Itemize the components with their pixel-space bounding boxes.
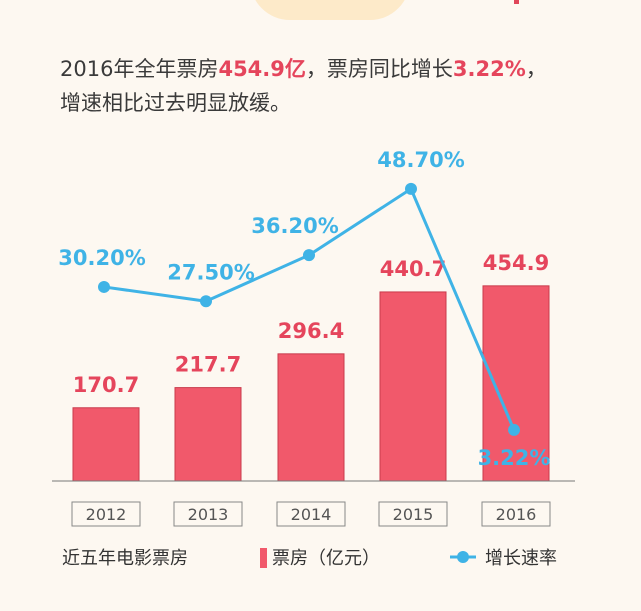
year-box-2015 bbox=[378, 501, 448, 527]
year-label-2012: 2012 bbox=[86, 505, 127, 524]
legend-bar-swatch bbox=[260, 548, 267, 568]
growth-rate-label-2015: 48.70% bbox=[377, 148, 464, 172]
headline-box-office-value: 454.9亿 bbox=[218, 57, 306, 81]
bar-value-label-2012: 170.7 bbox=[73, 373, 139, 397]
legend-bar-series: 票房（亿元） bbox=[272, 548, 380, 569]
headline: 2016年全年票房454.9亿，票房同比增长3.22%， 增速相比过去明显放缓。 bbox=[60, 52, 620, 120]
rate-labels-layer: 30.20% 27.50% 36.20% 48.70% 3.22% bbox=[58, 148, 550, 470]
headline-line-1: 2016年全年票房454.9亿，票房同比增长3.22%， bbox=[60, 52, 620, 86]
growth-rate-label-2016: 3.22% bbox=[478, 446, 551, 470]
year-labels-layer: 2012 2013 2014 2015 2016 bbox=[71, 501, 551, 527]
year-label-2013: 2013 bbox=[188, 505, 229, 524]
decorative-red-mark bbox=[514, 0, 519, 4]
growth-line-layer bbox=[98, 182, 520, 436]
growth-rate-label-2013: 27.50% bbox=[167, 260, 254, 284]
decorative-top-shape bbox=[250, 0, 410, 20]
bar-value-label-2013: 217.7 bbox=[175, 353, 241, 377]
year-box-2012 bbox=[71, 501, 141, 527]
chart-legend: 近五年电影票房 票房（亿元） 增长速率 bbox=[62, 548, 557, 569]
year-label-2014: 2014 bbox=[291, 505, 332, 524]
bar-labels-layer: 170.7 217.7 296.4 440.7 454.9 bbox=[73, 251, 549, 397]
year-box-2014 bbox=[276, 501, 346, 527]
growth-point-2014 bbox=[303, 249, 315, 262]
growth-point-2013 bbox=[200, 295, 212, 308]
bar-2015 bbox=[379, 291, 447, 482]
bar-value-label-2014: 296.4 bbox=[278, 319, 344, 343]
year-label-2016: 2016 bbox=[496, 505, 537, 524]
legend-line-series: 增长速率 bbox=[485, 548, 557, 569]
growth-point-2016 bbox=[508, 423, 520, 436]
growth-point-2015 bbox=[405, 182, 417, 195]
headline-end: ， bbox=[525, 57, 547, 81]
headline-prefix: 2016年全年票房 bbox=[60, 57, 219, 81]
growth-rate-label-2012: 30.20% bbox=[58, 246, 145, 270]
year-box-2013 bbox=[173, 501, 243, 527]
headline-growth-rate: 3.22% bbox=[452, 57, 526, 81]
growth-rate-label-2014: 36.20% bbox=[251, 214, 338, 238]
bar-2012 bbox=[72, 407, 140, 482]
bar-value-label-2016: 454.9 bbox=[483, 251, 549, 275]
growth-point-2012 bbox=[98, 280, 110, 293]
bar-2014 bbox=[277, 353, 345, 482]
legend-title: 近五年电影票房 bbox=[62, 548, 188, 569]
legend-line-marker bbox=[457, 551, 469, 563]
headline-mid: ，票房同比增长 bbox=[305, 57, 453, 81]
bar-value-label-2015: 440.7 bbox=[380, 257, 446, 281]
year-label-2015: 2015 bbox=[393, 505, 434, 524]
bar-2013 bbox=[174, 387, 242, 482]
year-box-2016 bbox=[481, 501, 551, 527]
headline-line-2: 增速相比过去明显放缓。 bbox=[60, 91, 291, 115]
